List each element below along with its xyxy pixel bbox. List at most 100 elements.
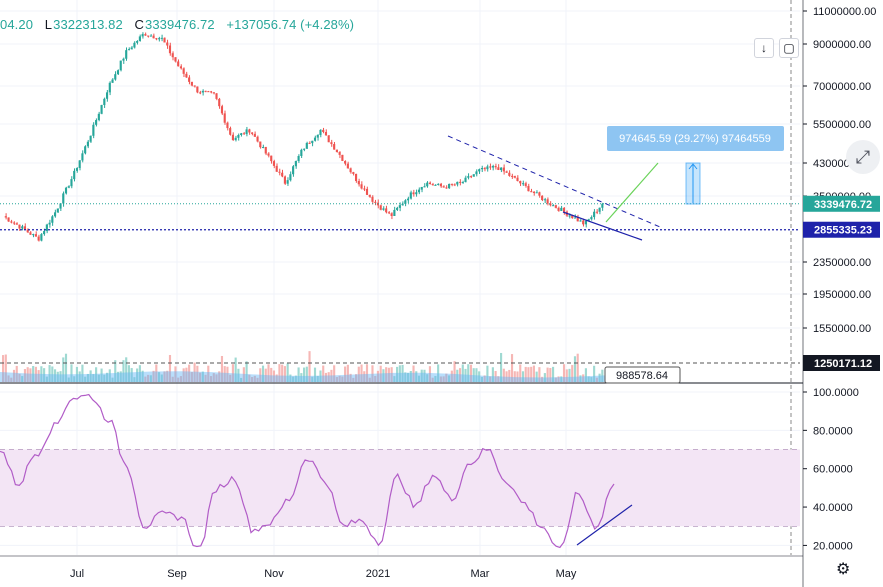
close-key: C bbox=[134, 17, 145, 32]
candle bbox=[313, 137, 317, 141]
volume-bar bbox=[89, 370, 92, 382]
volume-bar bbox=[97, 374, 100, 382]
candle bbox=[67, 186, 70, 188]
candle bbox=[417, 189, 421, 193]
candle bbox=[510, 175, 514, 177]
candle bbox=[29, 232, 32, 235]
volume-bar bbox=[532, 365, 535, 382]
volume-bar bbox=[177, 377, 180, 382]
price-label-box bbox=[803, 221, 880, 238]
volume-bar bbox=[502, 368, 505, 382]
volume-bar bbox=[354, 374, 358, 382]
volume-bar bbox=[417, 375, 421, 382]
measure-label: 974645.59 (29.27%) 97464559 bbox=[619, 133, 771, 145]
volume-bar bbox=[543, 373, 546, 382]
volume-bar bbox=[330, 369, 333, 382]
candle bbox=[43, 231, 46, 235]
volume-bar bbox=[412, 365, 415, 382]
candle bbox=[497, 167, 500, 171]
candle bbox=[428, 182, 432, 185]
volume-bar bbox=[582, 374, 585, 382]
time-tick-label: 2021 bbox=[366, 568, 390, 580]
volume-bar bbox=[461, 364, 464, 382]
volume-bar bbox=[141, 370, 144, 382]
candle bbox=[144, 34, 147, 36]
volume-bar bbox=[365, 364, 369, 382]
candle bbox=[212, 92, 215, 94]
volume-bar bbox=[127, 365, 131, 382]
volume-bar bbox=[344, 366, 347, 382]
volume-bar bbox=[453, 361, 456, 382]
candle bbox=[453, 184, 456, 186]
scroll-down-button[interactable]: ↓ bbox=[754, 38, 774, 58]
candle bbox=[532, 191, 535, 194]
candle bbox=[546, 199, 549, 204]
candle bbox=[171, 53, 174, 58]
maximize-button[interactable]: ▢ bbox=[779, 38, 799, 58]
candle bbox=[379, 205, 382, 210]
candle bbox=[242, 133, 245, 135]
candle bbox=[248, 129, 251, 133]
volume-bar bbox=[508, 369, 511, 382]
candle bbox=[209, 91, 213, 93]
volume-bar bbox=[190, 371, 193, 382]
candle bbox=[103, 98, 106, 106]
price-label: 2855335.23 bbox=[814, 225, 872, 237]
volume-bar bbox=[251, 377, 254, 382]
volume-bar bbox=[565, 369, 568, 382]
candle bbox=[188, 77, 191, 82]
volume-bar bbox=[349, 373, 352, 382]
volume-bar bbox=[491, 367, 494, 382]
volume-bar bbox=[530, 366, 533, 382]
volume-bar bbox=[272, 370, 276, 382]
candle bbox=[157, 38, 161, 40]
candle bbox=[587, 219, 590, 221]
volume-bar bbox=[346, 364, 349, 382]
candle bbox=[475, 171, 478, 175]
volume-bar bbox=[371, 365, 374, 382]
volume-bars bbox=[0, 351, 800, 382]
candle bbox=[489, 166, 492, 168]
volume-bar bbox=[270, 367, 273, 382]
volume-bar bbox=[105, 372, 109, 382]
volume-bar bbox=[415, 371, 418, 382]
candle bbox=[130, 47, 133, 50]
volume-bar bbox=[360, 364, 363, 382]
ohlc-legend: 04.20 L3322313.82 C3339476.72 +137056.74… bbox=[0, 17, 362, 32]
candle bbox=[437, 183, 440, 185]
fullscreen-button[interactable]: ⤢ bbox=[846, 140, 880, 174]
volume-bar bbox=[420, 369, 423, 382]
candle bbox=[398, 205, 401, 208]
candle bbox=[190, 81, 193, 86]
volume-bar bbox=[450, 370, 453, 382]
candle bbox=[122, 58, 125, 61]
candle bbox=[478, 169, 481, 172]
candle bbox=[376, 202, 380, 206]
volume-bar bbox=[2, 355, 5, 382]
measure-arrow-head bbox=[688, 163, 698, 170]
candle bbox=[464, 177, 467, 183]
volume-bar bbox=[229, 374, 232, 382]
rsi-tick-label: 80.0000 bbox=[813, 425, 853, 437]
time-tick-label: Sep bbox=[167, 568, 187, 580]
settings-button[interactable]: ⚙ bbox=[836, 559, 850, 579]
volume-bar bbox=[510, 354, 514, 382]
volume-bar bbox=[256, 377, 259, 382]
volume-bar bbox=[437, 364, 440, 382]
volume-bar bbox=[527, 367, 530, 382]
volume-bar bbox=[478, 371, 481, 382]
volume-bar bbox=[305, 366, 308, 382]
volume-bar bbox=[327, 372, 330, 382]
volume-bar bbox=[67, 377, 70, 382]
candle bbox=[333, 144, 336, 150]
candle bbox=[163, 37, 166, 43]
volume-bar bbox=[500, 352, 503, 382]
volume-bar bbox=[234, 357, 237, 382]
candle bbox=[385, 208, 388, 213]
volume-bar bbox=[209, 376, 213, 382]
volume-bar bbox=[199, 372, 202, 382]
price-level-lines bbox=[0, 203, 800, 231]
volume-bar bbox=[428, 366, 432, 382]
volume-bar bbox=[155, 364, 158, 382]
volume-bar bbox=[483, 375, 486, 382]
